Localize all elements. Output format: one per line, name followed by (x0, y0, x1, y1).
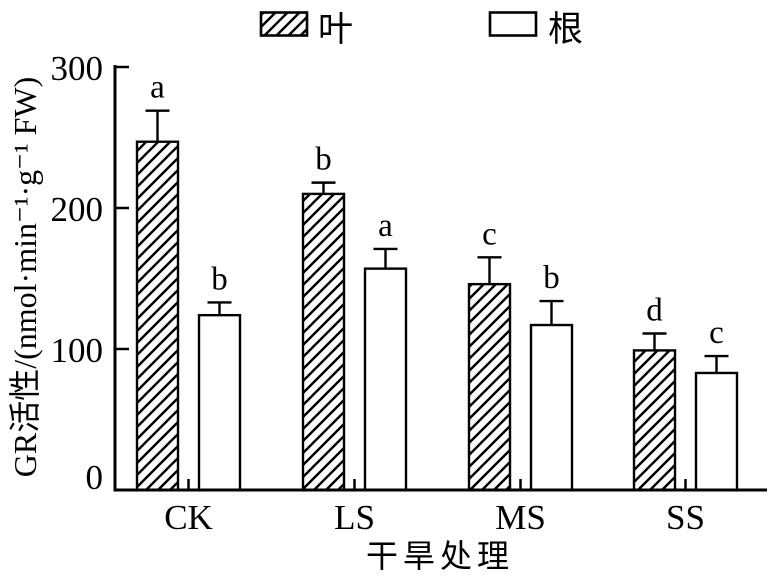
x-tick-label-ck: CK (164, 498, 213, 537)
bar-ck-root (197, 313, 242, 492)
bar-ls-leaf (301, 192, 346, 492)
bar-ss-root (694, 371, 739, 492)
legend-label-root: 根 (548, 10, 583, 49)
error-bar-ck-leaf (145, 109, 170, 142)
bar-ss-leaf (632, 349, 677, 492)
sig-letter-ss-root: c (709, 315, 724, 351)
y-tick-label-0: 0 (86, 458, 104, 497)
error-bar-ss-root (704, 354, 729, 373)
error-bar-ls-leaf (311, 181, 336, 194)
error-bar-ss-leaf (642, 332, 667, 351)
sig-letter-ss-leaf: d (646, 292, 663, 328)
y-tick-label-100: 100 (51, 331, 104, 370)
bar-ls-root (363, 267, 408, 492)
bar-ms-root (529, 323, 574, 492)
error-bar-ls-root (373, 247, 398, 269)
sig-letter-ms-leaf: c (482, 216, 497, 252)
sig-letter-ls-leaf: b (315, 142, 332, 178)
sig-letter-ms-root: b (543, 260, 560, 296)
sig-letter-ck-root: b (211, 261, 228, 297)
bar-ms-leaf (467, 282, 512, 492)
bar-ck-leaf (135, 140, 180, 492)
sig-letter-ls-root: a (378, 208, 393, 244)
error-bar-ck-root (207, 301, 232, 316)
y-tick-label-300: 300 (51, 49, 104, 88)
x-tick-label-ss: SS (666, 498, 705, 537)
legend-label-leaf: 叶 (318, 10, 353, 49)
legend-item-leaf: 叶 (259, 10, 353, 49)
legend-item-root: 根 (488, 10, 583, 49)
y-axis-title: GR活性/(nmol·min⁻¹·g⁻¹ FW) (7, 77, 43, 478)
sig-letter-ck-leaf: a (150, 70, 165, 106)
error-bar-ms-root (539, 299, 564, 326)
x-axis-title: 干旱处理 (366, 538, 514, 574)
x-tick-label-ls: LS (334, 498, 375, 537)
x-tick-label-ms: MS (495, 498, 546, 537)
y-tick-label-200: 200 (51, 190, 104, 229)
legend-swatch-leaf (259, 11, 309, 37)
error-bar-ms-leaf (477, 256, 502, 285)
legend-swatch-root (488, 11, 538, 37)
